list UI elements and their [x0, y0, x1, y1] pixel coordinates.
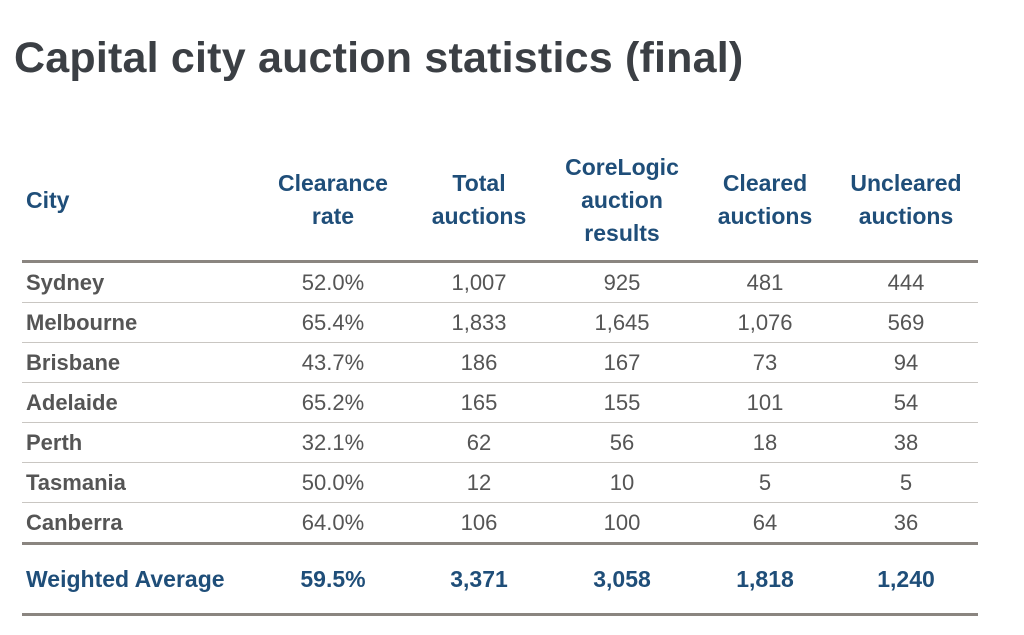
weighted-uncleared-auctions: 1,240	[834, 543, 978, 616]
city-cell: Perth	[22, 422, 256, 463]
clearance-rate-cell: 32.1%	[256, 422, 410, 463]
cleared-auctions-cell: 18	[696, 422, 834, 463]
weighted-cleared-auctions: 1,818	[696, 543, 834, 616]
header-line: auctions	[858, 203, 954, 229]
corelogic-results-cell: 10	[548, 462, 696, 503]
city-cell: Melbourne	[22, 302, 256, 343]
column-header-total-auctions: Total auctions	[410, 140, 548, 263]
clearance-rate-cell: 50.0%	[256, 462, 410, 503]
header-line: auctions	[717, 203, 813, 229]
city-cell: Brisbane	[22, 342, 256, 383]
header-line: Cleared	[722, 170, 808, 196]
table-row: Brisbane 43.7% 186 167 73 94	[22, 342, 978, 383]
table-row: Melbourne 65.4% 1,833 1,645 1,076 569	[22, 302, 978, 343]
header-line: CoreLogic	[565, 153, 679, 180]
auction-statistics-table: City Clearance rate Total auctions CoreL…	[22, 140, 978, 616]
total-auctions-cell: 12	[410, 462, 548, 503]
table-row: Sydney 52.0% 1,007 925 481 444	[22, 261, 978, 303]
total-auctions-cell: 1,007	[410, 261, 548, 303]
weighted-clearance-rate: 59.5%	[256, 543, 410, 616]
clearance-rate-cell: 65.4%	[256, 302, 410, 343]
table-row: Perth 32.1% 62 56 18 38	[22, 422, 978, 463]
header-line: Uncleared	[850, 170, 962, 196]
total-auctions-cell: 186	[410, 342, 548, 383]
clearance-rate-cell: 65.2%	[256, 382, 410, 423]
column-header-uncleared-auctions: Uncleared auctions	[834, 140, 978, 263]
uncleared-auctions-cell: 54	[834, 382, 978, 423]
column-header-corelogic-results: CoreLogic auction results	[548, 140, 696, 263]
corelogic-results-cell: 100	[548, 502, 696, 545]
weighted-corelogic-results: 3,058	[548, 543, 696, 616]
header-line: auction	[581, 186, 663, 213]
header-line: City	[26, 186, 70, 213]
uncleared-auctions-cell: 94	[834, 342, 978, 383]
table-row: Adelaide 65.2% 165 155 101 54	[22, 382, 978, 423]
uncleared-auctions-cell: 5	[834, 462, 978, 503]
clearance-rate-cell: 52.0%	[256, 261, 410, 303]
header-line: Clearance	[278, 170, 388, 196]
column-header-cleared-auctions: Cleared auctions	[696, 140, 834, 263]
weighted-total-auctions: 3,371	[410, 543, 548, 616]
total-auctions-cell: 62	[410, 422, 548, 463]
column-header-city: City	[22, 140, 256, 263]
page-title: Capital city auction statistics (final)	[14, 34, 744, 82]
cleared-auctions-cell: 481	[696, 261, 834, 303]
uncleared-auctions-cell: 36	[834, 502, 978, 545]
city-cell: Sydney	[22, 261, 256, 303]
total-auctions-cell: 106	[410, 502, 548, 545]
weighted-average-row: Weighted Average 59.5% 3,371 3,058 1,818…	[22, 543, 978, 616]
city-cell: Canberra	[22, 502, 256, 545]
header-row: City Clearance rate Total auctions CoreL…	[22, 140, 978, 263]
clearance-rate-cell: 43.7%	[256, 342, 410, 383]
uncleared-auctions-cell: 38	[834, 422, 978, 463]
corelogic-results-cell: 56	[548, 422, 696, 463]
weighted-average-label: Weighted Average	[22, 543, 256, 616]
column-header-clearance-rate: Clearance rate	[256, 140, 410, 263]
cleared-auctions-cell: 73	[696, 342, 834, 383]
total-auctions-cell: 165	[410, 382, 548, 423]
header-line: auctions	[431, 203, 527, 229]
cleared-auctions-cell: 1,076	[696, 302, 834, 343]
cleared-auctions-cell: 64	[696, 502, 834, 545]
clearance-rate-cell: 64.0%	[256, 502, 410, 545]
cleared-auctions-cell: 5	[696, 462, 834, 503]
header-line: results	[584, 219, 660, 246]
total-auctions-cell: 1,833	[410, 302, 548, 343]
header-line: Total	[452, 170, 506, 196]
city-cell: Adelaide	[22, 382, 256, 423]
uncleared-auctions-cell: 569	[834, 302, 978, 343]
uncleared-auctions-cell: 444	[834, 261, 978, 303]
corelogic-results-cell: 155	[548, 382, 696, 423]
header-line: rate	[311, 203, 355, 229]
cleared-auctions-cell: 101	[696, 382, 834, 423]
table-row: Tasmania 50.0% 12 10 5 5	[22, 462, 978, 503]
city-cell: Tasmania	[22, 462, 256, 503]
corelogic-results-cell: 167	[548, 342, 696, 383]
corelogic-results-cell: 1,645	[548, 302, 696, 343]
table-row: Canberra 64.0% 106 100 64 36	[22, 502, 978, 545]
corelogic-results-cell: 925	[548, 261, 696, 303]
